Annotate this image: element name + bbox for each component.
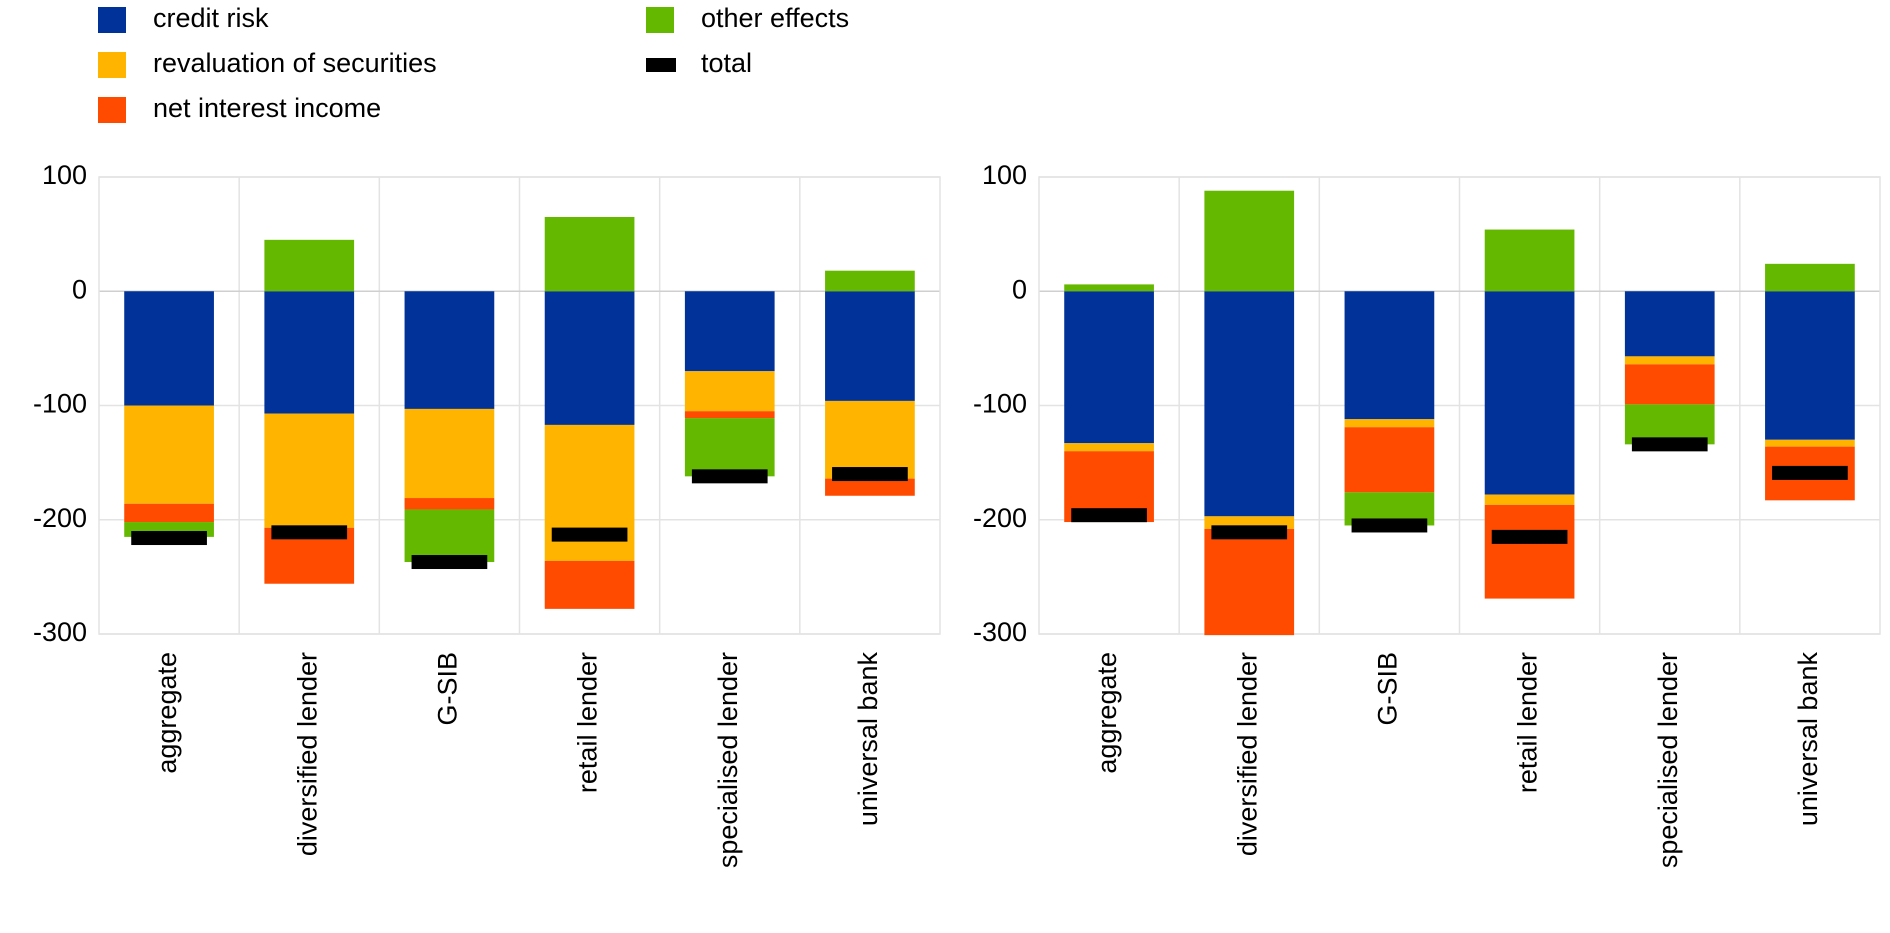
x-tick-label: diversified lender: [1232, 652, 1262, 856]
bar-segment: [124, 291, 214, 406]
legend-swatch: [646, 7, 674, 33]
bar-segment: [1624, 356, 1715, 365]
bar-segment: [1344, 419, 1435, 428]
bar-segment: [825, 478, 915, 496]
total-marker: [832, 467, 908, 482]
x-tick-label: universal bank: [1793, 652, 1823, 827]
bar-segment: [825, 400, 915, 479]
bar-segment: [1344, 291, 1435, 420]
bar-segment: [264, 413, 355, 528]
legend-swatch: [98, 7, 126, 33]
plot-frame: [98, 176, 941, 635]
total-marker: [1631, 437, 1708, 452]
bar-segment: [1624, 291, 1715, 357]
bar-segment: [544, 291, 635, 425]
total-marker: [551, 527, 628, 542]
bar-segment: [825, 291, 915, 401]
total-marker: [131, 531, 207, 546]
x-tick-label: retail lender: [573, 652, 603, 793]
bar-segment: [264, 239, 355, 292]
legend-label: credit risk: [153, 3, 269, 33]
x-tick-label: retail lender: [1513, 652, 1543, 793]
bar-segment: [1624, 364, 1715, 405]
x-tick-label: diversified lender: [292, 652, 322, 856]
bar-segment: [1204, 291, 1295, 517]
y-tick-label: 100: [982, 160, 1027, 190]
bar-segment: [124, 405, 214, 504]
bar-segment: [404, 291, 495, 409]
total-marker: [411, 555, 488, 570]
total-marker: [271, 525, 348, 540]
x-tick-label: G-SIB: [1373, 652, 1403, 726]
total-marker: [1491, 529, 1568, 544]
y-tick-label: -100: [33, 389, 87, 419]
bar-segment: [1484, 494, 1575, 505]
legend-label: total: [701, 48, 752, 78]
y-tick-label: -300: [973, 617, 1027, 647]
total-marker: [1071, 508, 1147, 523]
x-tick-label: G-SIB: [433, 652, 463, 726]
bar-segment: [404, 408, 495, 499]
legend-swatch: [98, 97, 126, 123]
bar-segment: [544, 560, 635, 609]
bar-segment: [1765, 439, 1855, 447]
bar-segment: [1064, 291, 1154, 444]
bar-segment: [404, 498, 495, 510]
legend-swatch: [646, 58, 676, 72]
bar-segment: [1344, 427, 1435, 493]
bar-segment: [684, 411, 775, 419]
y-tick-label: 0: [72, 274, 87, 304]
bar-segment: [1064, 443, 1154, 452]
bar-segment: [124, 503, 214, 523]
y-tick-label: 100: [42, 160, 87, 190]
bar-segment: [1484, 291, 1575, 495]
y-tick-label: -200: [33, 503, 87, 533]
total-marker: [1772, 465, 1848, 480]
bar-segment: [1204, 190, 1295, 292]
legend-swatch: [98, 52, 126, 78]
plot-frame: [1038, 176, 1881, 635]
x-tick-label: aggregate: [152, 652, 182, 774]
bar-segment: [1765, 291, 1855, 440]
bar-segment: [825, 270, 915, 292]
total-marker: [691, 469, 768, 484]
x-tick-label: specialised lender: [713, 652, 743, 868]
bar-segment: [1484, 504, 1575, 599]
x-tick-label: aggregate: [1092, 652, 1122, 774]
y-tick-label: -100: [973, 389, 1027, 419]
total-marker: [1351, 518, 1428, 533]
bar-segment: [1204, 528, 1295, 636]
x-tick-label: universal bank: [853, 652, 883, 827]
total-marker: [1211, 525, 1288, 540]
bar-segment: [404, 509, 495, 563]
x-tick-label: specialised lender: [1653, 652, 1683, 868]
bar-segment: [684, 418, 775, 477]
bar-segment: [684, 291, 775, 372]
bar-segment: [684, 371, 775, 412]
legend-label: revaluation of securities: [153, 48, 437, 78]
legend-label: net interest income: [153, 93, 381, 123]
bar-segment: [1484, 229, 1575, 292]
y-tick-label: 0: [1012, 274, 1027, 304]
y-tick-label: -300: [33, 617, 87, 647]
y-tick-label: -200: [973, 503, 1027, 533]
legend-label: other effects: [701, 3, 849, 33]
bar-segment: [264, 291, 355, 414]
bar-segment: [1765, 263, 1855, 292]
bar-segment: [1064, 284, 1154, 292]
bar-segment: [544, 216, 635, 292]
